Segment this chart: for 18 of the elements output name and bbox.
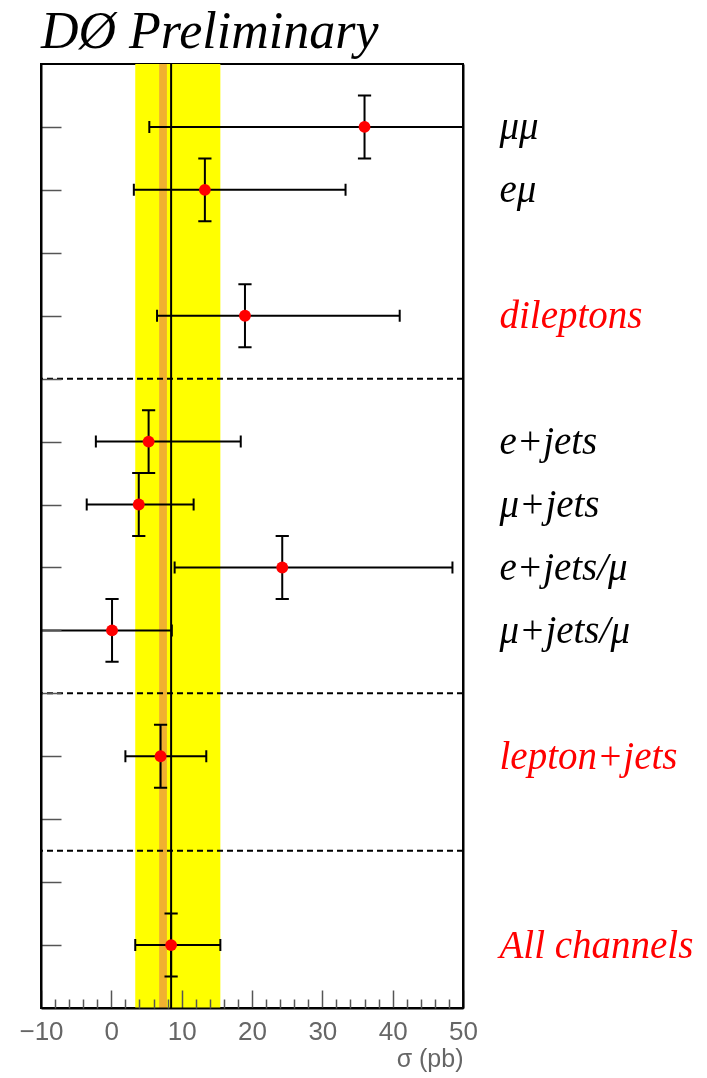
- chart-title: DØ Preliminary: [40, 2, 380, 59]
- y-tick-label: dileptons: [499, 293, 643, 338]
- x-tick-label: −10: [19, 1015, 64, 1046]
- y-tick-label: μ+jets/μ: [498, 607, 630, 652]
- x-tick-label: 30: [308, 1015, 338, 1046]
- x-tick-label: 10: [167, 1015, 197, 1046]
- y-tick-label: All channels: [496, 922, 694, 966]
- y-tick-label: e+jets: [499, 419, 598, 464]
- x-tick-label: 20: [238, 1015, 267, 1046]
- y-tick-label: μ+jets: [498, 482, 600, 527]
- x-axis-title: σ (pb): [396, 1043, 464, 1072]
- x-tick-label: 0: [104, 1015, 120, 1046]
- x-tick-label: 50: [449, 1015, 478, 1046]
- y-tick-label: e+jets/μ: [499, 544, 628, 589]
- x-tick-label: 40: [378, 1015, 408, 1046]
- y-tick-label: lepton+jets: [499, 733, 678, 778]
- y-tick-label: eμ: [499, 167, 537, 212]
- y-tick-label: μμ: [498, 104, 539, 149]
